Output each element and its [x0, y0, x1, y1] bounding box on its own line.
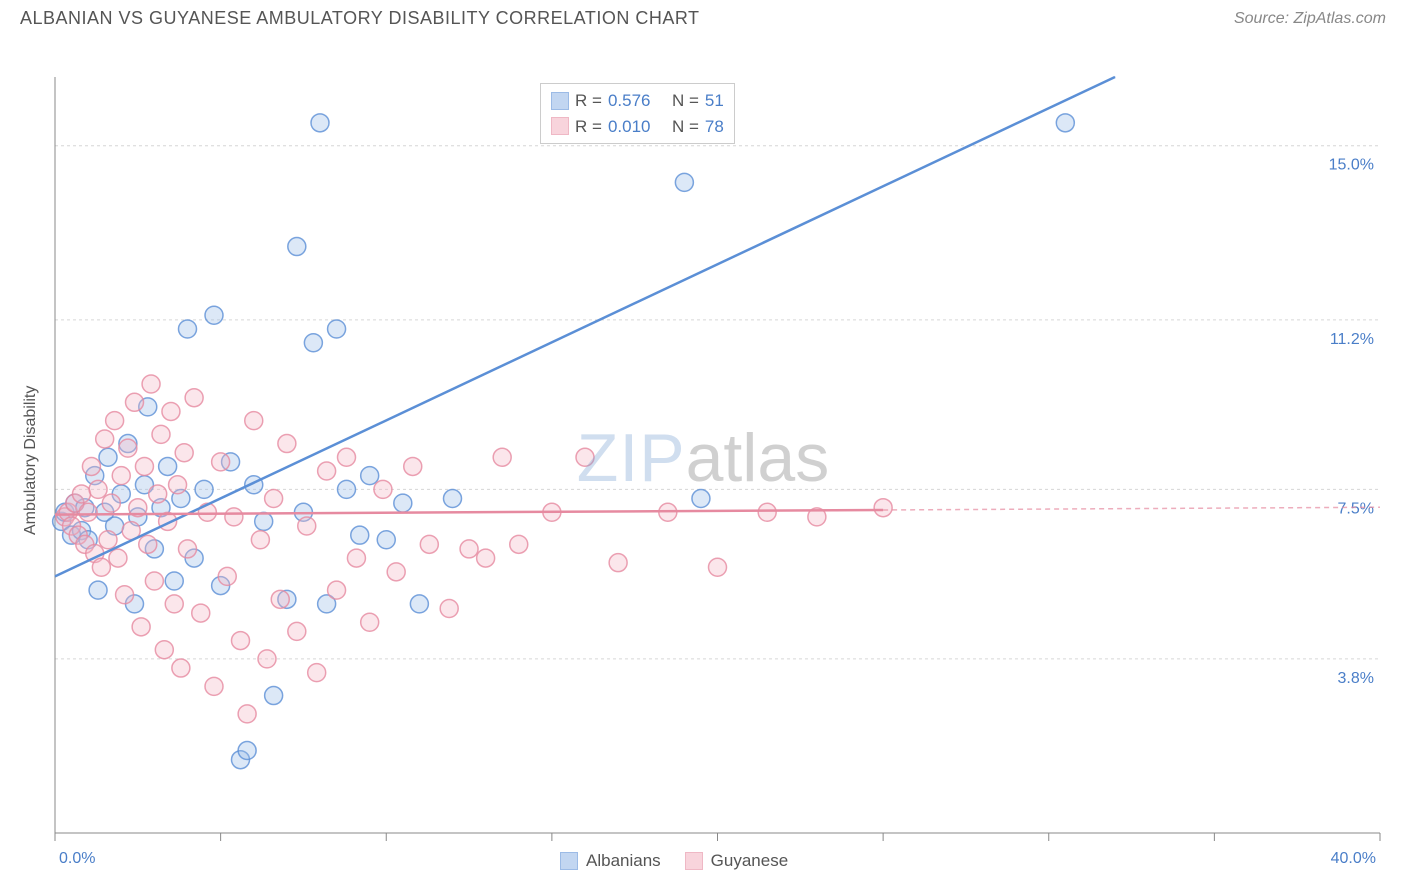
y-axis-title: Ambulatory Disability — [22, 386, 40, 535]
chart-title: ALBANIAN VS GUYANESE AMBULATORY DISABILI… — [20, 8, 700, 29]
svg-text:3.8%: 3.8% — [1338, 670, 1374, 687]
correlation-legend: R = 0.576 N = 51 R = 0.010 N = 78 — [540, 83, 735, 144]
chart-container: 3.8%7.5%11.2%15.0%0.0%40.0% ZIPatlas R =… — [0, 33, 1406, 883]
svg-text:7.5%: 7.5% — [1338, 500, 1374, 517]
scatter-chart-svg: 3.8% 7.5% 11.2% 15.0% 0.0% 40.0% — [0, 33, 1406, 883]
svg-text:11.2%: 11.2% — [1330, 331, 1374, 348]
svg-text:15.0%: 15.0% — [1329, 157, 1374, 174]
legend-row: R = 0.576 N = 51 — [551, 88, 724, 114]
legend-item: Albanians — [560, 851, 661, 871]
source-attribution: Source: ZipAtlas.com — [1234, 10, 1386, 28]
series-legend: Albanians Guyanese — [560, 851, 788, 871]
svg-text:40.0%: 40.0% — [1331, 850, 1376, 867]
legend-item: Guyanese — [685, 851, 789, 871]
svg-text:0.0%: 0.0% — [59, 850, 95, 867]
legend-row: R = 0.010 N = 78 — [551, 114, 724, 140]
